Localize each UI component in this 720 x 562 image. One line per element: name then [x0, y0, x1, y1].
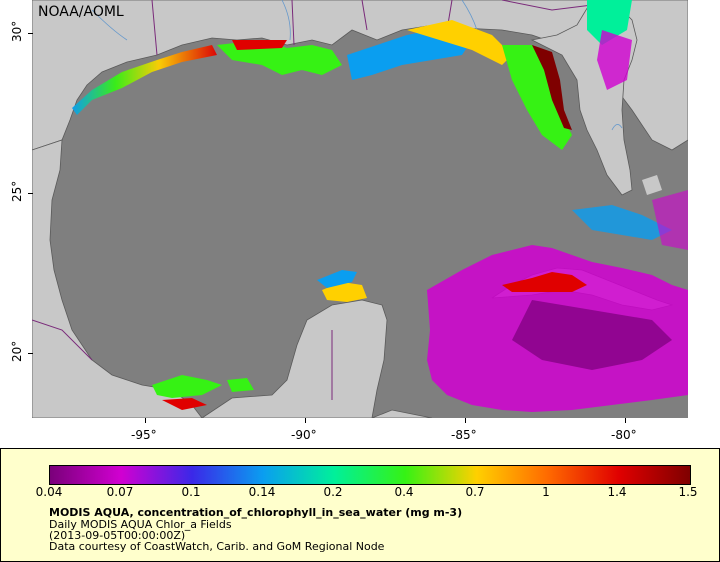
colorbar-tick-label: 0.1 — [181, 485, 201, 499]
rivers — [91, 0, 623, 131]
x-tick-mark — [465, 418, 466, 423]
y-tick-mark — [28, 33, 33, 34]
colorbar-tick-label: 0.07 — [106, 485, 134, 499]
colorbar-tick-label: 0.7 — [465, 485, 485, 499]
chl-band-florida-panhandle — [407, 20, 512, 65]
colorbar-tick-label: 0.4 — [394, 485, 414, 499]
map-image — [32, 0, 688, 418]
state-borders — [32, 0, 593, 400]
colorbar-tick-label: 1 — [542, 485, 550, 499]
x-tick-label: -95° — [131, 428, 157, 442]
y-tick-mark — [28, 353, 33, 354]
chl-band-mississippi — [347, 30, 472, 80]
chl-band-florida-red — [532, 45, 572, 130]
map-frame[interactable] — [32, 0, 688, 418]
chl-keys — [572, 205, 672, 240]
x-tick-label: -80° — [611, 428, 637, 442]
chl-campeche-patch — [322, 282, 367, 302]
chl-campeche-blue — [317, 270, 357, 288]
y-tick-label: 30° — [10, 20, 24, 42]
colorbar-tick-label: 0.04 — [35, 485, 63, 499]
colorbar-tick-label: 1.4 — [607, 485, 627, 499]
chl-tabasco-red — [162, 398, 207, 410]
chl-band-florida-north-east — [587, 0, 632, 45]
y-tick-label: 20° — [10, 340, 24, 362]
colorbar-tick-label: 0.2 — [323, 485, 343, 499]
chl-east-atlantic — [652, 190, 688, 250]
legend-credit: Data courtesy of CoastWatch, Carib. and … — [49, 540, 385, 553]
chl-band-texas — [72, 45, 217, 115]
chl-band-louisiana-inner — [232, 40, 287, 50]
chl-caribbean-purple — [512, 300, 672, 370]
legend-panel: 0.04 0.07 0.1 0.14 0.2 0.4 0.7 1 1.4 1.5… — [0, 448, 720, 562]
colorbar-tick-label: 1.5 — [678, 485, 698, 499]
x-tick-label: -90° — [291, 428, 317, 442]
y-tick-label: 25° — [10, 180, 24, 202]
chl-band-florida-west — [502, 45, 572, 150]
chl-cuba-coast — [502, 272, 587, 292]
legend-dataset: Daily MODIS AQUA Chlor_a Fields — [49, 518, 232, 531]
y-tick-mark — [28, 193, 33, 194]
x-tick-mark — [625, 418, 626, 423]
legend-title: MODIS AQUA, concentration_of_chlorophyll… — [49, 506, 463, 519]
credit-label: NOAA/AOML — [38, 4, 124, 20]
colorbar — [49, 465, 691, 485]
bahamas-land — [642, 175, 662, 195]
x-tick-label: -85° — [451, 428, 477, 442]
yucatan-land — [201, 299, 388, 418]
x-tick-mark — [145, 418, 146, 423]
chl-campeche-green — [227, 378, 254, 392]
central-america-land — [371, 409, 433, 418]
mexico-land — [32, 139, 203, 418]
colorbar-tick-label: 0.14 — [248, 485, 276, 499]
legend-date: (2013-09-05T00:00:00Z) — [49, 529, 186, 542]
x-tick-mark — [305, 418, 306, 423]
chl-band-florida-magenta — [597, 30, 632, 90]
chl-tabasco-patch — [152, 375, 222, 398]
